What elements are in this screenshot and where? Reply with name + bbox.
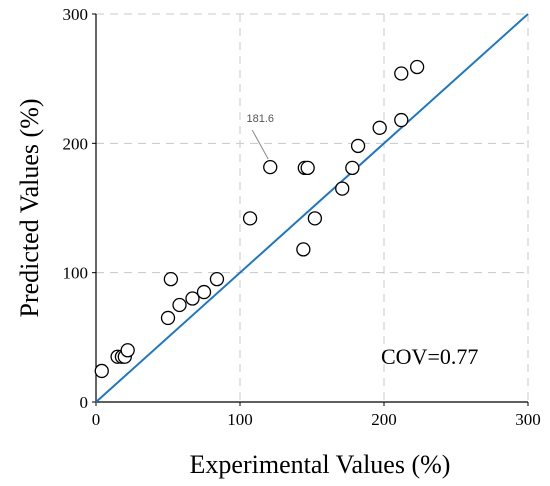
callout-leader-line <box>251 129 269 160</box>
data-point <box>296 242 311 257</box>
data-point <box>350 138 366 154</box>
data-point <box>163 271 179 287</box>
y-tick-label: 0 <box>80 393 89 412</box>
y-tick-label: 100 <box>63 264 89 283</box>
y-tick-label: 300 <box>63 5 89 24</box>
data-point <box>394 66 409 81</box>
data-point <box>345 160 360 176</box>
cov-annotation: COV=0.77 <box>381 344 478 369</box>
y-axis-title: Predicted Values (%) <box>15 98 44 317</box>
data-point <box>160 310 176 326</box>
data-point <box>335 181 350 196</box>
data-point <box>394 112 409 128</box>
callout-label: 181.6 <box>246 113 274 125</box>
data-point <box>307 211 323 226</box>
y-tick-label: 200 <box>63 134 89 153</box>
data-points <box>94 59 425 379</box>
x-tick-label: 200 <box>371 410 397 429</box>
reference-line <box>95 13 529 403</box>
axis-ticks: 0 100 200 300 0 100 200 300 <box>63 5 541 429</box>
data-point <box>94 363 109 379</box>
data-point <box>372 120 387 135</box>
data-point <box>120 343 135 358</box>
x-tick-label: 0 <box>92 410 101 429</box>
data-point <box>242 211 258 226</box>
x-tick-label: 300 <box>515 410 541 429</box>
data-point <box>300 160 315 176</box>
data-point <box>263 159 278 175</box>
data-point <box>185 291 200 306</box>
x-tick-label: 100 <box>227 410 253 429</box>
data-point <box>209 271 225 287</box>
x-axis-title: Experimental Values (%) <box>190 450 451 479</box>
data-point <box>172 297 187 313</box>
data-point <box>409 59 425 75</box>
data-point <box>196 284 212 300</box>
